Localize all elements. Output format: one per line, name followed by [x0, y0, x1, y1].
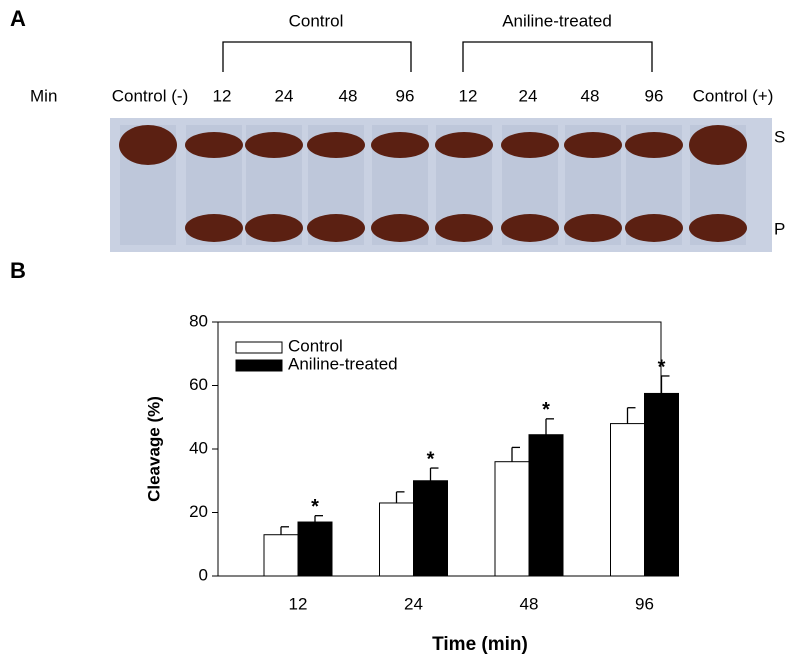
- bar: [379, 502, 414, 577]
- lane-label: 24: [519, 86, 538, 105]
- panel-label: A: [10, 6, 26, 31]
- band-p: [689, 214, 747, 242]
- band-label: S: [774, 127, 785, 146]
- y-axis-label: Cleavage (%): [144, 396, 163, 502]
- lane-label: Control (+): [693, 86, 774, 105]
- band-s: [119, 125, 177, 165]
- band-s: [307, 132, 365, 158]
- legend-swatch: [235, 359, 283, 372]
- panel-label: B: [10, 258, 26, 283]
- bar: [297, 521, 333, 577]
- group-label: Aniline-treated: [502, 11, 612, 30]
- band-label: P: [774, 219, 785, 238]
- y-tick-label: 40: [189, 438, 208, 457]
- band-s: [371, 132, 429, 158]
- band-p: [185, 214, 243, 242]
- significance-marker: *: [311, 496, 319, 518]
- x-tick-label: 12: [289, 594, 308, 613]
- lane-label: Control (-): [112, 86, 189, 105]
- band-s: [245, 132, 303, 158]
- x-tick-label: 96: [635, 594, 654, 613]
- x-tick-label: 24: [404, 594, 423, 613]
- lane-label: 96: [396, 86, 415, 105]
- bar: [610, 423, 645, 577]
- bar: [528, 434, 564, 577]
- band-s: [501, 132, 559, 158]
- legend-swatch: [235, 341, 283, 354]
- bar: [263, 534, 299, 577]
- band-s: [185, 132, 243, 158]
- bar: [413, 480, 448, 577]
- bracket: [222, 41, 412, 72]
- lane-label: 12: [213, 86, 232, 105]
- lane-label: 48: [339, 86, 358, 105]
- y-tick-label: 80: [189, 311, 208, 330]
- bracket: [462, 41, 653, 72]
- band-s: [689, 125, 747, 165]
- y-tick-label: 0: [199, 565, 208, 584]
- band-p: [564, 214, 622, 242]
- significance-marker: *: [427, 448, 435, 470]
- band-p: [435, 214, 493, 242]
- band-p: [307, 214, 365, 242]
- x-tick-label: 48: [520, 594, 539, 613]
- bar: [494, 461, 530, 577]
- x-axis-label: Time (min): [432, 634, 528, 655]
- significance-marker: *: [658, 356, 666, 378]
- row-label: Min: [30, 86, 57, 105]
- lane-label: 48: [581, 86, 600, 105]
- y-tick-label: 60: [189, 375, 208, 394]
- band-p: [245, 214, 303, 242]
- band-s: [564, 132, 622, 158]
- lane-label: 24: [275, 86, 294, 105]
- lane-label: 96: [645, 86, 664, 105]
- group-label: Control: [289, 11, 344, 30]
- legend-label: Aniline-treated: [288, 354, 398, 373]
- significance-marker: *: [542, 399, 550, 421]
- band-s: [435, 132, 493, 158]
- band-s: [625, 132, 683, 158]
- band-p: [625, 214, 683, 242]
- legend-label: Control: [288, 336, 343, 355]
- bar: [644, 392, 679, 577]
- band-p: [501, 214, 559, 242]
- y-tick-label: 20: [189, 502, 208, 521]
- lane-label: 12: [459, 86, 478, 105]
- band-p: [371, 214, 429, 242]
